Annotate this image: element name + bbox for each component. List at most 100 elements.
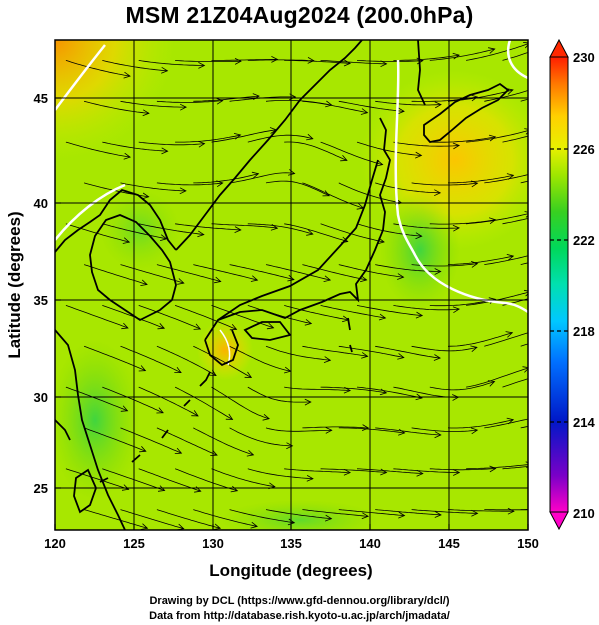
streamline (411, 427, 478, 432)
x-tick-150: 150 (517, 536, 539, 551)
x-tick-125: 125 (123, 536, 145, 551)
streamline (65, 141, 131, 158)
streamline (229, 427, 293, 447)
streamline-arrow (434, 189, 442, 197)
streamline-arrow (271, 56, 279, 63)
x-tick-135: 135 (280, 536, 302, 551)
streamline-arrow (323, 275, 332, 282)
streamline-arrow (251, 171, 260, 179)
streamline (320, 60, 387, 65)
colorbar-label-218: 218 (573, 324, 595, 339)
y-tick-30: 30 (34, 390, 48, 405)
streamline-arrow (286, 442, 294, 450)
streamline (484, 90, 528, 102)
streamline (211, 386, 270, 420)
streamline (484, 418, 528, 429)
streamline (193, 509, 258, 527)
streamline-arrow (360, 108, 369, 115)
streamline (65, 60, 131, 77)
streamline-arrow (120, 405, 129, 412)
streamline-arrow (122, 237, 131, 244)
colorbar-label-214: 214 (573, 415, 595, 430)
streamline-arrow (434, 268, 442, 275)
streamline (265, 180, 330, 197)
streamline-arrow (161, 66, 169, 74)
streamline (211, 59, 278, 61)
streamline-arrow (433, 354, 441, 361)
streamline (65, 386, 128, 412)
x-tick-140: 140 (359, 536, 381, 551)
streamline (466, 130, 528, 143)
colorbar-label-226: 226 (573, 142, 595, 157)
streamline (175, 223, 241, 231)
streamline-arrow (306, 475, 314, 482)
streamline (484, 255, 528, 265)
streamline-arrow (304, 398, 312, 406)
streamline (447, 509, 514, 512)
streamline-arrow (234, 226, 242, 233)
streamline-arrow (434, 101, 442, 109)
streamline (247, 386, 311, 403)
streamline-arrow (121, 322, 129, 330)
streamline (247, 134, 313, 143)
x-tick-130: 130 (202, 536, 224, 551)
streamline-arrow (157, 323, 166, 330)
streamline-arrow (179, 187, 187, 195)
streamline (229, 172, 295, 184)
streamline-arrow (415, 311, 424, 319)
streamline (502, 378, 528, 388)
streamline (338, 182, 402, 204)
streamline-arrow (416, 469, 424, 477)
streamline (211, 305, 274, 329)
streamline (338, 509, 405, 516)
streamline (338, 427, 405, 434)
streamline-arrow (577, 163, 584, 169)
streamline-arrow (488, 134, 497, 142)
streamline-arrow (142, 109, 150, 117)
streamline-arrow (198, 62, 206, 69)
streamline (83, 427, 146, 452)
streamline (320, 223, 385, 243)
streamline (484, 332, 528, 347)
streamline (229, 264, 294, 280)
streamline-arrow (343, 468, 351, 476)
streamline (466, 213, 528, 225)
streamline (156, 100, 223, 103)
streamline-arrow (179, 103, 187, 111)
streamline-arrow (250, 275, 259, 282)
streamline-arrow (375, 159, 384, 167)
streamline (284, 223, 348, 242)
streamline (193, 95, 260, 102)
streamline-arrow (325, 427, 333, 434)
streamline (302, 100, 368, 114)
y-tick-35: 35 (34, 293, 48, 308)
streamline-arrow (138, 365, 147, 372)
colorbar-label-222: 222 (573, 233, 595, 248)
streamline-arrow (307, 57, 315, 64)
streamline-arrow (506, 417, 515, 425)
streamline-arrow (174, 447, 183, 454)
streamline-arrow (246, 450, 255, 457)
streamline-arrow (398, 511, 406, 519)
streamline (429, 468, 496, 471)
streamline (265, 345, 331, 361)
streamline (375, 264, 441, 272)
x-axis-label: Longitude (degrees) (209, 561, 372, 580)
streamline-arrow (121, 484, 130, 491)
colorbar: 230 226 222 218 214 210 (549, 38, 595, 531)
streamline (320, 386, 387, 394)
streamline (138, 223, 204, 235)
streamline-arrow (434, 431, 442, 439)
streamline-arrow (434, 511, 442, 518)
streamline-arrow (541, 83, 548, 89)
streamline-arrow (214, 276, 222, 284)
streamline-arrow (361, 352, 369, 359)
streamline-arrow (542, 168, 549, 174)
streamline (302, 509, 369, 517)
streamline (411, 345, 477, 352)
streamline (211, 468, 275, 488)
streamline-arrow (523, 42, 528, 49)
contour-lines (55, 40, 528, 366)
streamline (429, 136, 496, 143)
streamline (502, 466, 528, 470)
